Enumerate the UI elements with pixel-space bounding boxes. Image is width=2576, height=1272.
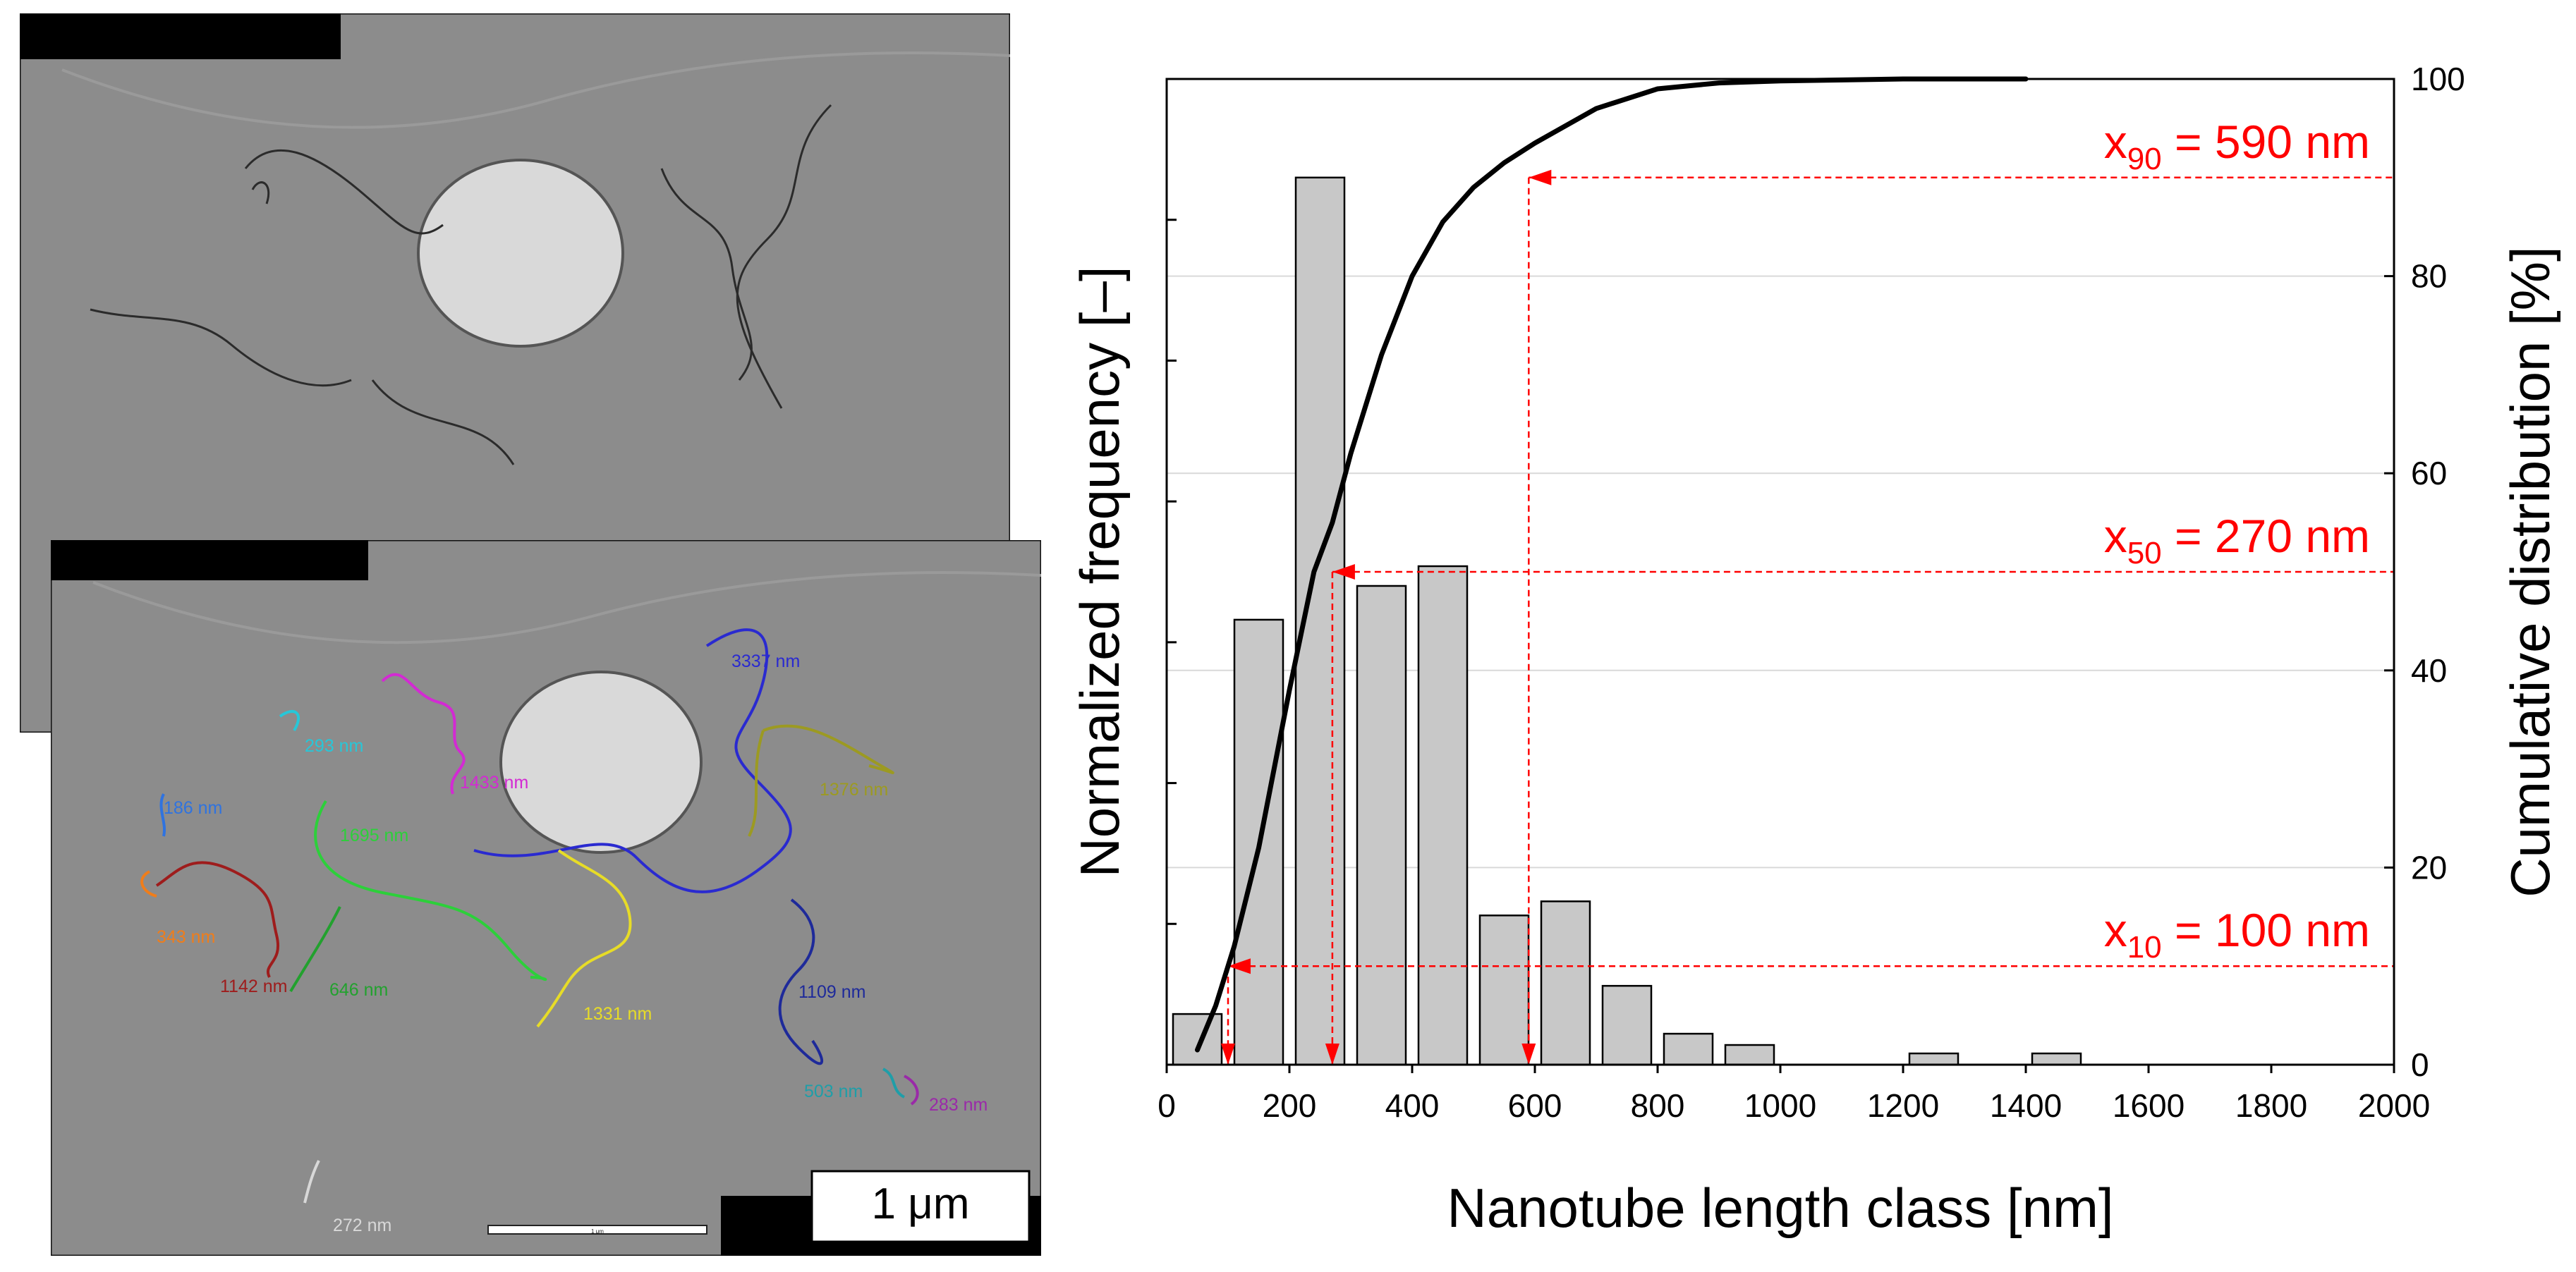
scale-bar-box xyxy=(810,1170,1031,1243)
sem-top-black-bar xyxy=(20,13,341,59)
histogram-bars xyxy=(1172,176,2082,1066)
length-label-3337: 3337 nm xyxy=(731,652,800,671)
length-label-343: 343 nm xyxy=(157,927,215,947)
sem-top-nanotube xyxy=(371,379,515,465)
x-tick-label: 600 xyxy=(1508,1087,1562,1124)
y-right-tick-label: 60 xyxy=(2411,455,2447,491)
sem-image-bottom: 3337 nm 293 nm 1433 nm 1376 nm 186 nm 16… xyxy=(51,540,1041,1256)
sem-top-particle xyxy=(417,159,624,348)
x-axis-label: Nanotube length class [nm] xyxy=(1447,1177,2113,1239)
length-label-293: 293 nm xyxy=(305,736,363,756)
histogram-bar xyxy=(1908,1052,1960,1066)
x-tick-label: 1600 xyxy=(2113,1087,2185,1124)
scale-bar-label: 1 μm xyxy=(871,1180,969,1228)
nanotube-trace xyxy=(381,673,466,795)
histogram-bar xyxy=(1540,900,1591,1066)
x-tick-label: 200 xyxy=(1263,1087,1317,1124)
histogram-bar xyxy=(1663,1032,1714,1066)
arrowhead-down xyxy=(1221,1044,1235,1065)
x-tick-label: 1800 xyxy=(2235,1087,2307,1124)
arrowhead-down xyxy=(1325,1044,1339,1065)
x-tick-label: 1400 xyxy=(1990,1087,2062,1124)
nanotube-trace xyxy=(279,709,300,732)
histogram-bar xyxy=(1724,1044,1775,1066)
y-right-tick-label: 100 xyxy=(2411,61,2465,97)
arrowhead-down xyxy=(1521,1044,1536,1065)
sem-top-nanotube xyxy=(736,104,832,409)
y-right-tick-label: 20 xyxy=(2411,849,2447,886)
length-label-646: 646 nm xyxy=(329,980,388,1000)
sem-bottom-particle xyxy=(499,671,703,854)
arrowhead-left xyxy=(1529,169,1552,185)
nanotube-trace xyxy=(748,724,894,837)
y-right-tick-label: 40 xyxy=(2411,652,2447,689)
nanotube-trace xyxy=(904,1075,919,1106)
arrowhead-left xyxy=(1332,564,1355,580)
length-label-1376: 1376 nm xyxy=(820,780,888,800)
histogram-bar xyxy=(2031,1052,2082,1066)
sem-bottom-background xyxy=(51,540,1041,1256)
length-distribution-chart: 0 200 400 600 800 1000 1200 1400 1600 1800 2000 0 20… xyxy=(1069,61,2561,1239)
marker-labels: x90 = 590 nm x50 = 270 nm x10 = 100 nm xyxy=(2104,116,2370,965)
percentile-label: x50 = 270 nm xyxy=(2104,510,2370,570)
length-label-1331: 1331 nm xyxy=(583,1004,652,1024)
percentile-label: x10 = 100 nm xyxy=(2104,904,2370,965)
nanotube-trace xyxy=(159,793,166,837)
nanotube-trace xyxy=(314,800,547,981)
nanotube-trace xyxy=(882,1068,906,1099)
tiny-scale-bar-label: 1 μm xyxy=(591,1228,604,1235)
x-tick-label: 0 xyxy=(1158,1087,1176,1124)
nanotube-trace xyxy=(155,861,279,978)
y-right-tick-label: 0 xyxy=(2411,1046,2429,1083)
percentile-guides xyxy=(1221,169,2394,1065)
arrowhead-left xyxy=(1228,958,1251,974)
length-label-1695: 1695 nm xyxy=(340,826,408,845)
x-tick-label: 1200 xyxy=(1867,1087,1939,1124)
sem-top-film-edge xyxy=(61,51,1010,129)
sem-top-nanotube xyxy=(90,308,352,387)
nanotube-trace xyxy=(473,628,792,893)
tiny-scale-bar xyxy=(487,1225,707,1235)
percentile-label: x90 = 590 nm xyxy=(2104,116,2370,176)
sem-top-nanotube xyxy=(660,168,753,381)
length-label-283: 283 nm xyxy=(929,1095,988,1115)
cumulative-curve xyxy=(1195,76,2029,1053)
y-right-tick-label: 80 xyxy=(2411,258,2447,295)
histogram-bar xyxy=(1478,915,1530,1066)
x-tick-label: 1000 xyxy=(1744,1087,1816,1124)
nanotube-trace xyxy=(289,906,341,993)
length-label-1142: 1142 nm xyxy=(220,977,287,996)
length-label-186: 186 nm xyxy=(164,798,222,818)
y-axis-right-label: Cumulative distribution [%] xyxy=(2499,246,2561,897)
length-label-503: 503 nm xyxy=(804,1082,863,1101)
x-tick-label: 2000 xyxy=(2358,1087,2430,1124)
histogram-bar xyxy=(1417,565,1469,1066)
y-axis-left-label: Normalized frequency [–] xyxy=(1069,266,1131,877)
histogram-bar xyxy=(1601,984,1653,1066)
sem-bottom-film-edge xyxy=(92,571,1041,644)
x-tick-label: 800 xyxy=(1631,1087,1685,1124)
axes-ticks: 0 200 400 600 800 1000 1200 1400 1600 1800 2000 0 20… xyxy=(1158,61,2465,1124)
sem-top-nanotube xyxy=(244,149,444,235)
nanotube-trace xyxy=(536,849,632,1028)
histogram-bar xyxy=(1356,585,1407,1066)
histogram-bar xyxy=(1172,1013,1223,1066)
length-label-272: 272 nm xyxy=(333,1216,391,1235)
x-tick-label: 400 xyxy=(1385,1087,1440,1124)
nanotube-trace xyxy=(303,1160,320,1204)
nanotube-trace xyxy=(140,870,157,898)
length-label-1109: 1109 nm xyxy=(798,982,865,1002)
length-label-1433: 1433 nm xyxy=(460,773,528,793)
sem-bottom-black-bar xyxy=(51,540,368,580)
sem-top-nanotube xyxy=(251,181,270,204)
nanotube-trace xyxy=(778,898,823,1065)
